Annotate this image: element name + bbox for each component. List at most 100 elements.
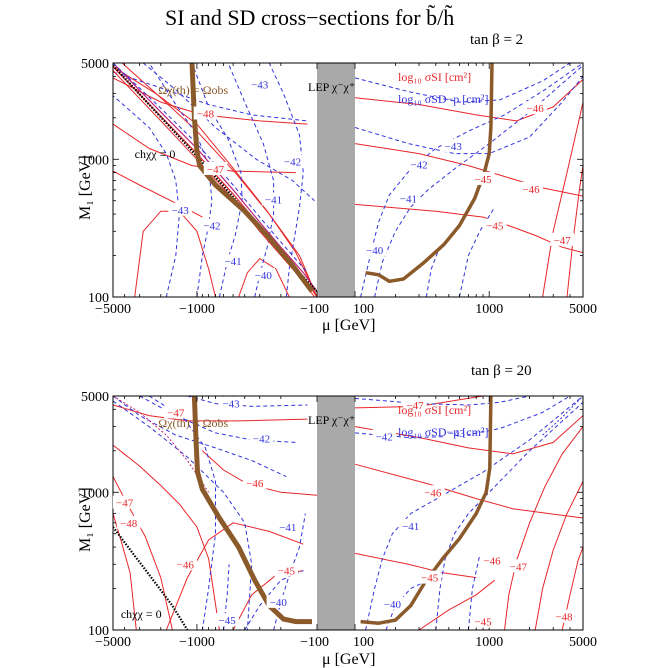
sd-contour-label-bg — [261, 192, 286, 206]
sd-contour-label: −40 — [270, 597, 288, 609]
chb-label: chχχ = 0 — [135, 147, 176, 161]
si-contour-label: −46 — [177, 559, 195, 571]
si-contour-label-bg — [173, 557, 198, 571]
relic-band-left — [191, 396, 312, 625]
si-contour-10 — [566, 165, 583, 297]
si-contour-3 — [113, 444, 220, 630]
top-panel: tan β = 2 −5000 −1000 −100 100 1000 5000 100 10… — [77, 32, 597, 334]
bottom-plot-area: −5000 −1000 −100 100 1000 500010010005000−47−… — [81, 390, 597, 650]
sd-contour-10 — [354, 396, 571, 439]
top-ylabel: M₁ [GeV] — [77, 155, 94, 220]
si-contour-1 — [113, 404, 308, 422]
sd-contour-label-bg — [441, 138, 466, 152]
si-contour-9 — [542, 101, 583, 297]
x-tick-label: −100 — [300, 302, 329, 317]
lep-band — [317, 63, 355, 297]
y-tick-label: 1000 — [81, 153, 109, 168]
sd-contour-9 — [354, 75, 583, 155]
x-tick-label: 100 — [353, 635, 374, 650]
si-contour-label-bg — [421, 485, 445, 499]
lep-band — [317, 396, 355, 630]
si-contour-label-bg — [550, 232, 574, 246]
si-contour-11 — [354, 552, 477, 579]
plot-frame — [112, 62, 584, 298]
sd-contour-label: −41 — [400, 193, 417, 205]
y-tick-label: 100 — [88, 624, 109, 639]
sd-contour-8 — [354, 63, 571, 103]
si-contour-label-bg — [164, 405, 188, 419]
sd-contour-label-bg — [407, 157, 431, 171]
sd-contour-12 — [425, 249, 440, 297]
sd-contour-5 — [113, 400, 253, 630]
x-tick-label: −5000 — [95, 635, 131, 650]
si-contour-label-bg — [403, 398, 427, 412]
si-contour-7 — [165, 522, 304, 630]
sd-contour-label: −40 — [255, 270, 273, 282]
sd-contour-13 — [458, 206, 496, 297]
sd-contour-label-bg — [396, 191, 421, 205]
sd-contour-label-bg — [249, 431, 274, 445]
sd-contour-label: −41 — [279, 522, 296, 534]
x-tick-label: 1000 — [475, 302, 503, 317]
sd-contour-3 — [113, 95, 180, 297]
si-contour-12 — [121, 63, 318, 297]
si-contour-label: −47 — [116, 498, 134, 510]
sd-contour-label: −42 — [410, 159, 427, 171]
sd-contour-label-bg — [398, 518, 423, 532]
chb-zero-line — [113, 526, 189, 630]
sd-contour-label-bg — [215, 613, 239, 627]
sd-contour-label: −42 — [284, 157, 301, 169]
si-contour-label: −47 — [406, 400, 424, 412]
si-contour-label-bg — [193, 106, 218, 120]
si-contour-label-bg — [480, 553, 504, 567]
x-tick-label: 1000 — [475, 635, 503, 650]
sd-contour-label: −43 — [448, 428, 466, 440]
si-contour-label: −46 — [522, 184, 540, 196]
x-tick-label: −1000 — [179, 635, 215, 650]
sd-contour-11 — [374, 65, 583, 297]
si-contour-label: −46 — [527, 103, 545, 115]
sd-contour-label: −43 — [222, 399, 240, 411]
si-contour-8 — [354, 203, 583, 254]
si-contour-label-bg — [203, 161, 228, 175]
legend-entry-si: log₁₀ σSI [cm²] — [398, 70, 471, 84]
sd-contour-label-bg — [221, 254, 245, 268]
relic-band-left — [189, 63, 314, 293]
sd-contour-5 — [191, 63, 243, 297]
si-contour-12 — [418, 579, 496, 630]
plot-contours — [113, 63, 583, 297]
sd-contour-label: −42 — [203, 221, 220, 233]
sd-contour-label: −43 — [445, 141, 463, 153]
si-contour-label-bg — [274, 563, 299, 577]
sd-contour-label-bg — [280, 154, 305, 168]
si-contour-14 — [534, 481, 583, 630]
relic-band-right — [360, 396, 493, 625]
si-contour-label: −45 — [486, 221, 504, 233]
diag-magenta-1 — [113, 396, 210, 493]
diag-blue-right — [542, 396, 583, 436]
sd-contour-label: −43 — [172, 205, 190, 217]
si-contour-label-bg — [483, 218, 507, 232]
si-contour-label-bg — [242, 475, 267, 489]
x-tick-label: −100 — [300, 635, 329, 650]
si-contour-5 — [238, 257, 290, 297]
relic-label: Ωχ(th) = Ωobs — [158, 83, 228, 97]
sd-contour-label: −41 — [224, 256, 241, 268]
x-tick-label: 5000 — [569, 302, 597, 317]
si-contour-label: −47 — [510, 561, 528, 573]
x-tick-label: −1000 — [179, 302, 215, 317]
sd-contour-label-bg — [168, 202, 192, 216]
si-contour-label-bg — [523, 101, 547, 115]
si-contour-5 — [113, 513, 137, 630]
sd-contour-3 — [187, 396, 308, 407]
chb-label: chχχ = 0 — [121, 607, 162, 621]
sd-contour-label-bg — [380, 596, 405, 610]
si-contour-label: −46 — [483, 555, 501, 567]
sd-contour-label: −40 — [366, 245, 384, 257]
tick-marks — [112, 62, 584, 298]
sd-contour-label-bg — [276, 519, 300, 533]
y-tick-label: 100 — [88, 291, 109, 306]
si-contour-label-bg — [506, 559, 531, 573]
sd-contour-label: −40 — [384, 599, 402, 611]
sd-contour-4 — [148, 396, 216, 630]
